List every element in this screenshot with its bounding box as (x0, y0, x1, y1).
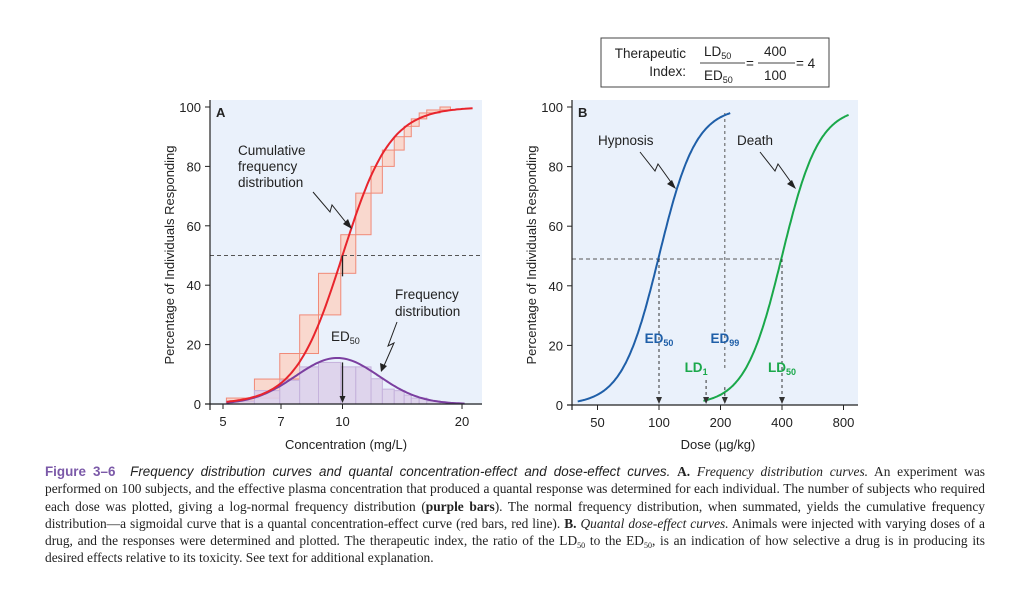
y-tick-label: 60 (549, 219, 563, 234)
y-tick-label: 80 (187, 159, 201, 174)
y-axis-label: Percentage of Individuals Responding (524, 146, 539, 365)
x-tick-label: 10 (335, 414, 349, 429)
arrowhead-icon (339, 396, 346, 403)
marker-label-ed50: ED50 (645, 331, 674, 348)
panel-a-letter: A (216, 105, 226, 120)
frequency-bar (410, 397, 420, 405)
y-tick-label: 0 (556, 398, 563, 413)
x-tick-label: 5 (219, 414, 226, 429)
panel-b-letter: B (578, 105, 587, 120)
ti-label-2: Index: (649, 64, 686, 79)
x-tick-label: 50 (590, 415, 604, 430)
cumulative-label: Cumulative frequency distribution (238, 143, 309, 190)
ed50-label-a: ED50 (331, 329, 360, 346)
cumulative-bar (355, 192, 372, 236)
frequency-bar (403, 394, 412, 405)
hypnosis-label: Hypnosis (598, 133, 654, 148)
x-tick-label: 20 (455, 414, 469, 429)
marker-label-ld50: LD50 (768, 360, 796, 377)
y-tick-label: 0 (194, 397, 201, 412)
ti-label-1: Therapeutic (615, 46, 687, 61)
y-tick-label: 40 (187, 278, 201, 293)
cumulative-pointer-arrow (312, 191, 349, 226)
x-tick-label: 7 (277, 414, 284, 429)
arrowhead-icon (703, 397, 710, 404)
hypnosis-curve (577, 112, 731, 403)
panel-b-plot-area (572, 100, 858, 405)
y-tick-label: 60 (187, 219, 201, 234)
x-tick-label: 100 (648, 415, 670, 430)
frequency-bar (355, 366, 372, 405)
x-axis-label: Concentration (mg/L) (285, 437, 407, 452)
marker-label-ed99: ED99 (710, 331, 739, 348)
death-curve (703, 113, 849, 402)
arrowhead-icon (779, 397, 785, 404)
panel-b-chart: 0 20 40 60 80 100 50 100 200 400 800 Dose (µg/kg) Pe… (524, 100, 858, 452)
caption-a-label: A. (677, 464, 691, 479)
arrowhead-icon (656, 397, 662, 404)
arrowhead-icon (721, 397, 728, 404)
x-tick-label: 200 (710, 415, 732, 430)
caption-b-text-2: to the ED (585, 533, 644, 549)
frequency-label: Frequency distribution (395, 287, 463, 319)
caption-a-title: Frequency distribution curves. (696, 464, 868, 479)
y-tick-label: 100 (541, 100, 563, 115)
caption-a-bold: purple bars (425, 498, 495, 514)
ti-denominator-1: ED50 (704, 68, 733, 85)
figure-title: Frequency distribution curves and quanta… (130, 464, 671, 479)
cumulative-curve (226, 107, 473, 403)
panel-a-chart: 0 20 40 60 80 100 5 7 10 20 Concentration (mg/L) Pe… (162, 100, 482, 452)
arrowhead-icon (343, 219, 352, 229)
caption-a-text-2: ). The normal frequency distribution, wh… (45, 498, 985, 531)
caption-b-label: B. (564, 515, 577, 531)
therapeutic-index-box: Therapeutic Index: LD50 ED50 = 400 100 =… (600, 37, 830, 88)
caption-b-sub-2: 50 (643, 541, 652, 551)
frequency-bar (370, 378, 383, 405)
y-tick-label: 20 (187, 338, 201, 353)
caption-b-text: Animals were injected with varying doses… (45, 515, 986, 549)
caption-b-sub-1: 50 (577, 541, 586, 551)
ti-numerator-1: LD50 (704, 44, 731, 61)
y-axis-label: Percentage of Individuals Responding (162, 146, 177, 365)
cumulative-bar (381, 149, 395, 167)
y-tick-label: 40 (549, 279, 563, 294)
arrowhead-icon (667, 180, 676, 189)
cumulative-bar (370, 165, 383, 194)
frequency-bar (381, 388, 395, 405)
x-axis-label: Dose (µg/kg) (681, 437, 756, 452)
caption-b-title: Quantal dose-effect curves. (580, 515, 729, 531)
frequency-bar (393, 390, 405, 405)
cumulative-bar (393, 136, 405, 151)
marker-label-ld1: LD1 (685, 360, 708, 377)
ti-result: = 4 (796, 56, 816, 71)
death-label: Death (737, 133, 773, 148)
cumulative-bar (403, 125, 412, 138)
caption-b-text-3: , is an indication of how selective a dr… (45, 533, 985, 566)
ti-equals: = (746, 56, 754, 71)
figure-label: Figure 3–6 (45, 464, 116, 479)
ti-numerator-2: 400 (764, 44, 787, 59)
x-tick-label: 800 (833, 415, 855, 430)
figure: Therapeutic Index: LD50 ED50 = 400 100 =… (162, 37, 858, 452)
arrowhead-icon (787, 180, 796, 189)
figure-caption: Figure 3–6 Frequency distribution curves… (45, 463, 985, 567)
frequency-pointer-arrow (382, 321, 398, 369)
arrowhead-icon (380, 363, 387, 372)
hypnosis-pointer-arrow (639, 151, 674, 186)
frequency-bar (317, 361, 342, 405)
x-tick-label: 400 (771, 415, 793, 430)
y-tick-label: 20 (549, 338, 563, 353)
y-tick-label: 80 (549, 160, 563, 175)
death-pointer-arrow (759, 151, 794, 186)
y-tick-label: 100 (179, 100, 201, 115)
cumulative-bar (299, 314, 319, 355)
ti-denominator-2: 100 (764, 68, 787, 83)
caption-a-text: An experiment was performed on 100 subje… (45, 464, 985, 514)
